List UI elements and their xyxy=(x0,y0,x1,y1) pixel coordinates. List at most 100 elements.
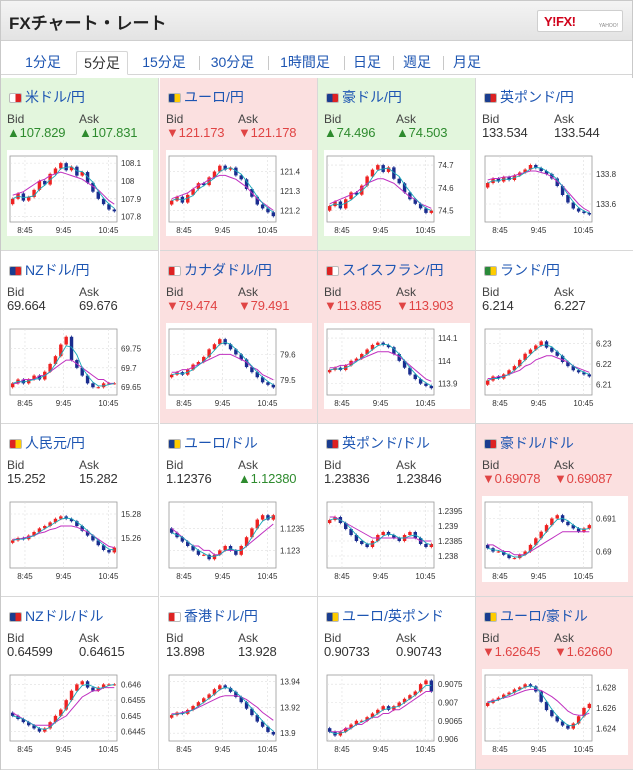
pair-link[interactable]: カナダドル/円 xyxy=(168,260,272,280)
rate-cell[interactable]: 英ポンド/円 Bid Ask 133.534 133.544 133.8 133.6 8:45… xyxy=(476,78,633,251)
pair-link[interactable]: ユーロ/ドル xyxy=(168,433,258,453)
tab-7[interactable]: 週足 xyxy=(403,54,431,70)
tab-5[interactable]: 1時間足 xyxy=(280,54,330,70)
bid-value: 0.90733 xyxy=(324,644,370,659)
yahoo-fx-logo[interactable]: Y!FX! YAHOO! xyxy=(537,10,623,32)
tab-6[interactable]: 日足 xyxy=(353,54,381,70)
y-tick-label: 79.5 xyxy=(280,376,296,385)
rate-cell[interactable]: NZドル/ドル Bid Ask 0.64599 0.64615 0.646 0.6455 0.… xyxy=(1,597,159,770)
candle-body xyxy=(169,200,174,205)
pair-link[interactable]: 豪ドル/円 xyxy=(326,87,402,107)
pair-name[interactable]: 豪ドル/円 xyxy=(342,89,402,105)
candle-body xyxy=(112,209,117,212)
mini-chart[interactable]: 108.1 108 107.9 107.8 8:45 9:45 10:45 xyxy=(7,150,153,236)
pair-link[interactable]: 英ポンド/ドル xyxy=(326,433,430,453)
pair-link[interactable]: NZドル/円 xyxy=(9,260,90,280)
x-tick-label: 8:45 xyxy=(492,226,508,235)
short-average-line xyxy=(12,683,115,730)
pair-name[interactable]: 米ドル/円 xyxy=(25,89,85,105)
tab-8[interactable]: 月足 xyxy=(453,54,481,70)
candle-body xyxy=(218,550,222,555)
tab-2[interactable]: 5分足 xyxy=(76,51,128,75)
pair-link[interactable]: 豪ドル/ドル xyxy=(484,433,574,453)
pair-name[interactable]: 人民元/円 xyxy=(25,435,85,451)
mini-chart[interactable]: 0.9075 0.907 0.9065 0.906 8:45 9:45 10:45 xyxy=(324,669,470,755)
mini-chart[interactable]: 13.94 13.92 13.9 8:45 9:45 10:45 xyxy=(166,669,312,755)
mini-chart[interactable]: 79.6 79.5 8:45 9:45 10:45 xyxy=(166,323,312,409)
bid-label: Bid xyxy=(7,458,25,472)
mini-chart[interactable]: 1.628 1.626 1.624 8:45 9:45 10:45 xyxy=(482,669,628,755)
mini-chart[interactable]: 0.691 0.69 8:45 9:45 10:45 xyxy=(482,496,628,582)
rate-cell[interactable]: 香港ドル/円 Bid Ask 13.898 13.928 13.94 13.92 13.9 8:… xyxy=(160,597,318,770)
pair-name[interactable]: 香港ドル/円 xyxy=(184,608,258,624)
candle-body xyxy=(250,708,254,716)
y-tick-label: 1.239 xyxy=(438,522,459,531)
mini-chart[interactable]: 74.7 74.6 74.5 8:45 9:45 10:45 xyxy=(324,150,470,236)
short-average-line xyxy=(12,517,115,551)
candle-body xyxy=(418,684,423,692)
rate-cell[interactable]: カナダドル/円 Bid Ask ▼79.474 ▼79.491 79.6 79.5 8:45 9… xyxy=(160,251,318,424)
rate-cell[interactable]: ユーロ/英ポンド Bid Ask 0.90733 0.90743 0.9075 0.907 0… xyxy=(318,597,476,770)
pair-link[interactable]: NZドル/ドル xyxy=(9,606,104,626)
rate-cell[interactable]: 豪ドル/円 Bid Ask ▲74.496 ▲74.503 74.7 74.6 74.5 8:4… xyxy=(318,78,476,251)
candle-body xyxy=(32,375,36,380)
pair-name[interactable]: ランド/円 xyxy=(500,262,560,278)
tab-3[interactable]: 15分足 xyxy=(142,54,186,70)
pair-link[interactable]: ユーロ/英ポンド xyxy=(326,606,444,626)
mini-chart[interactable]: 6.23 6.22 6.21 8:45 9:45 10:45 xyxy=(482,323,628,409)
rate-cell[interactable]: スイスフラン/円 Bid Ask ▼113.885 ▼113.903 114.1 114 11… xyxy=(318,251,476,424)
y-tick-label: 0.691 xyxy=(596,515,617,524)
pair-name[interactable]: 英ポンド/円 xyxy=(500,89,574,105)
mini-chart[interactable]: 0.646 0.6455 0.645 0.6445 8:45 9:45 10:45 xyxy=(7,669,153,755)
x-tick-label: 9:45 xyxy=(531,745,547,754)
pair-link[interactable]: 英ポンド/円 xyxy=(484,87,574,107)
bid-value: 6.214 xyxy=(482,298,514,313)
mini-chart[interactable]: 133.8 133.6 8:45 9:45 10:45 xyxy=(482,150,628,236)
pair-name[interactable]: カナダドル/円 xyxy=(184,262,272,278)
mini-chart[interactable]: 114.1 114 113.9 8:45 9:45 10:45 xyxy=(324,323,470,409)
tab-4[interactable]: 30分足 xyxy=(210,54,255,70)
rate-cell[interactable]: ランド/円 Bid Ask 6.214 6.227 6.23 6.22 6.21 8:45 9:4… xyxy=(476,251,633,424)
candle-body xyxy=(234,691,238,697)
tab-1[interactable]: 1分足 xyxy=(25,54,61,70)
pair-link[interactable]: 米ドル/円 xyxy=(9,87,85,107)
candle-body xyxy=(223,685,227,688)
pair-name[interactable]: 英ポンド/ドル xyxy=(342,435,430,451)
pair-link[interactable]: ランド/円 xyxy=(484,260,560,280)
pair-link[interactable]: ユーロ/豪ドル xyxy=(484,606,588,626)
pair-name[interactable]: ユーロ/ドル xyxy=(184,435,258,451)
rate-cell[interactable]: ユーロ/円 Bid Ask ▼121.173 ▼121.178 121.4 121.3 121… xyxy=(160,78,318,251)
mini-chart[interactable]: 121.4 121.3 121.2 8:45 9:45 10:45 xyxy=(166,150,312,236)
pair-name[interactable]: NZドル/円 xyxy=(25,262,90,278)
mini-chart[interactable]: 69.75 69.7 69.65 8:45 9:45 10:45 xyxy=(7,323,153,409)
rate-cell[interactable]: NZドル/円 Bid Ask 69.664 69.676 69.75 69.7 69.65 8:… xyxy=(1,251,159,424)
pair-name[interactable]: スイスフラン/円 xyxy=(342,262,444,278)
pair-link[interactable]: 香港ドル/円 xyxy=(168,606,258,626)
mini-chart[interactable]: 1.1235 1.123 8:45 9:45 10:45 xyxy=(166,496,312,582)
mini-chart[interactable]: 1.2395 1.239 1.2385 1.238 8:45 9:45 10:45 xyxy=(324,496,470,582)
rate-cell[interactable]: 米ドル/円 Bid Ask ▲107.829 ▲107.831 108.1 108 107.9… xyxy=(1,78,159,251)
rate-cell[interactable]: 豪ドル/ドル Bid Ask ▼0.69078 ▼0.69087 0.691 0.69 8:4… xyxy=(476,424,633,597)
pair-name[interactable]: 豪ドル/ドル xyxy=(500,435,574,451)
candle-body xyxy=(80,526,84,531)
x-tick-label: 10:45 xyxy=(98,226,119,235)
candle-body xyxy=(528,349,533,354)
pair-name[interactable]: ユーロ/英ポンド xyxy=(342,608,444,624)
rate-cell[interactable]: ユーロ/ドル Bid Ask 1.12376 ▲1.12380 1.1235 1.123 8:… xyxy=(160,424,318,597)
pair-link[interactable]: スイスフラン/円 xyxy=(326,260,443,280)
mini-chart[interactable]: 15.28 15.26 8:45 9:45 10:45 xyxy=(7,496,153,582)
candle-body xyxy=(429,544,434,547)
pair-name[interactable]: NZドル/ドル xyxy=(25,608,104,624)
candle-body xyxy=(327,728,332,732)
pair-link[interactable]: 人民元/円 xyxy=(9,433,85,453)
pair-name[interactable]: ユーロ/円 xyxy=(184,89,244,105)
candle-body xyxy=(196,362,201,365)
candle-body xyxy=(408,367,412,375)
rate-cell[interactable]: 英ポンド/ドル Bid Ask 1.23836 1.23846 1.2395 1.239 1.… xyxy=(318,424,476,597)
pair-name[interactable]: ユーロ/豪ドル xyxy=(500,608,588,624)
pair-link[interactable]: ユーロ/円 xyxy=(168,87,244,107)
candle-body xyxy=(228,344,233,350)
y-tick-label: 0.9075 xyxy=(438,680,463,689)
rate-cell[interactable]: ユーロ/豪ドル Bid Ask ▼1.62645 ▼1.62660 1.628 1.626 1… xyxy=(476,597,633,770)
rate-cell[interactable]: 人民元/円 Bid Ask 15.252 15.282 15.28 15.26 8:45 9:4… xyxy=(1,424,159,597)
